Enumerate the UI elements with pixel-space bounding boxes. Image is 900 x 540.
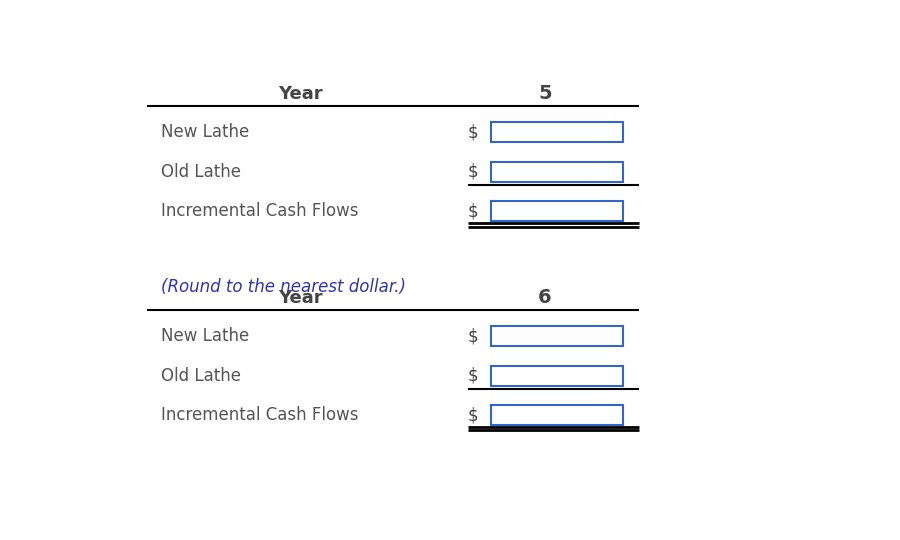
Text: $: $ [468, 367, 479, 384]
Text: Incremental Cash Flows: Incremental Cash Flows [161, 406, 359, 424]
Text: $: $ [468, 123, 479, 141]
Text: $: $ [468, 163, 479, 181]
FancyBboxPatch shape [491, 405, 623, 425]
Text: 6: 6 [538, 288, 552, 307]
Text: 5: 5 [538, 84, 552, 103]
Text: Old Lathe: Old Lathe [161, 163, 241, 181]
Text: Year: Year [278, 289, 323, 307]
Text: New Lathe: New Lathe [161, 123, 249, 141]
FancyBboxPatch shape [491, 201, 623, 221]
Text: Year: Year [278, 85, 323, 103]
Text: $: $ [468, 406, 479, 424]
Text: New Lathe: New Lathe [161, 327, 249, 345]
Text: Old Lathe: Old Lathe [161, 367, 241, 384]
Text: $: $ [468, 202, 479, 220]
FancyBboxPatch shape [491, 123, 623, 143]
FancyBboxPatch shape [491, 162, 623, 182]
Text: (Round to the nearest dollar.): (Round to the nearest dollar.) [161, 278, 406, 296]
FancyBboxPatch shape [491, 326, 623, 346]
Text: Incremental Cash Flows: Incremental Cash Flows [161, 202, 359, 220]
FancyBboxPatch shape [491, 366, 623, 386]
Text: $: $ [468, 327, 479, 345]
